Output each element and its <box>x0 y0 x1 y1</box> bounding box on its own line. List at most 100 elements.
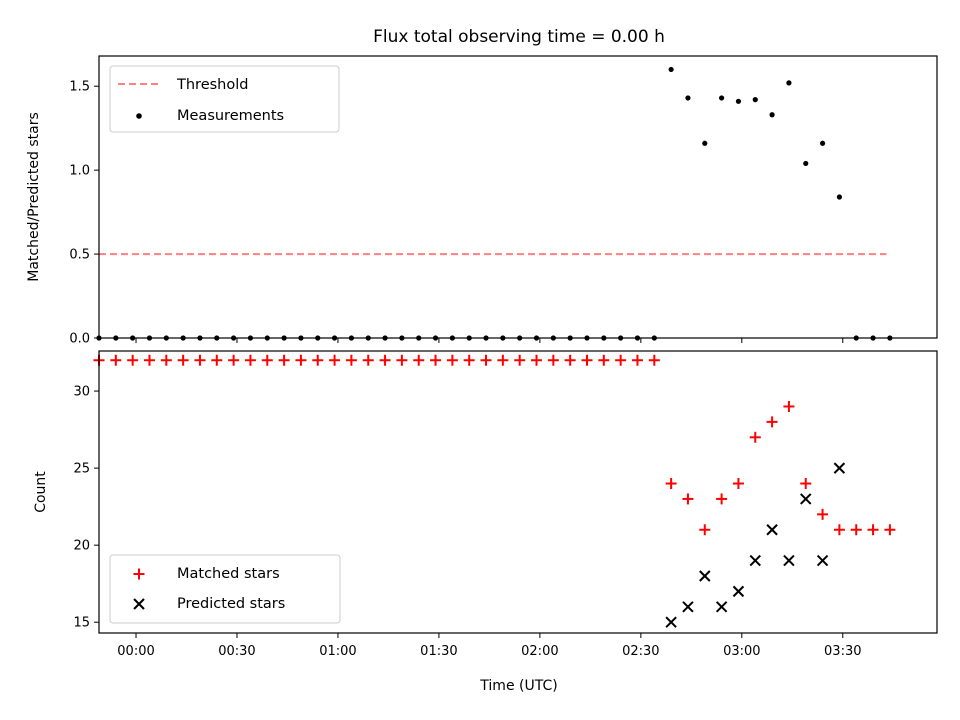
matched-star-point <box>699 524 711 536</box>
cross-b <box>665 616 677 628</box>
matched-star-point <box>430 354 442 366</box>
top-plot-marks <box>96 66 893 341</box>
top-panel: 0.0 0.5 1.0 1.5 Matched/Predicted stars Thr… <box>26 55 938 347</box>
top-x-ticks <box>135 338 844 343</box>
predicted-star-point <box>732 585 745 598</box>
cross-b <box>783 554 795 567</box>
matched-star-point <box>194 354 206 366</box>
matched-star-point <box>312 354 324 366</box>
matched-star-point <box>278 354 290 366</box>
cross-b <box>766 524 778 536</box>
matched-star-point <box>329 354 341 366</box>
cross-b <box>715 601 728 613</box>
matched-star-point <box>211 354 223 366</box>
matched-star-point <box>379 354 391 366</box>
predicted-legend-cross <box>133 598 145 610</box>
matched-star-point <box>732 478 744 490</box>
x-tick-label: 03:00 <box>723 644 760 659</box>
matched-star-point <box>884 524 896 536</box>
top-y-ticks: 0.0 0.5 1.0 1.5 <box>69 80 99 347</box>
top-legend-box <box>109 65 340 133</box>
threshold-legend-label: Threshold <box>176 77 248 93</box>
top-y-axis-label: Matched/Predicted stars <box>26 112 42 282</box>
matched-star-point <box>295 354 307 366</box>
predicted-star-point <box>715 601 728 613</box>
matched-star-point <box>716 493 728 505</box>
predicted-star-point <box>766 524 778 536</box>
predicted-stars-legend-marker <box>133 598 145 610</box>
matched-star-point <box>631 354 643 366</box>
matched-star-point <box>783 400 795 412</box>
matched-star-point <box>817 508 829 520</box>
matched-star-point <box>850 524 862 536</box>
predicted-star-point <box>682 601 694 613</box>
matched-star-point <box>463 354 475 366</box>
x-tick-label: 02:00 <box>521 644 558 659</box>
measurement-point <box>803 160 809 167</box>
matched-star-point <box>345 354 357 366</box>
measurement-point <box>668 66 674 73</box>
predicted-star-point <box>833 462 846 474</box>
cross-b <box>816 554 829 567</box>
matched-stars-legend-label: Matched stars <box>177 566 280 582</box>
measurement-point <box>685 95 691 101</box>
bottom-y-tick-label: 15 <box>73 616 90 631</box>
bottom-y-ticks: 15 20 25 30 <box>73 385 99 631</box>
matched-stars-legend-marker <box>133 568 145 580</box>
x-tick-label: 02:30 <box>622 644 659 659</box>
matched-star-point <box>800 478 812 490</box>
x-axis-label: Time (UTC) <box>479 678 557 694</box>
measurement-point <box>836 194 843 200</box>
bottom-y-tick-label: 20 <box>73 539 90 554</box>
top-y-tick-label: 1.5 <box>69 80 90 95</box>
matched-legend-plus <box>133 568 145 580</box>
bottom-y-axis-label: Count <box>33 471 49 513</box>
measurement-point <box>769 112 775 118</box>
top-y-tick-label: 1.0 <box>69 164 90 179</box>
matched-star-point <box>547 354 559 366</box>
top-y-tick-label: 0.5 <box>69 248 90 263</box>
matched-star-point <box>127 354 139 366</box>
predicted-stars-legend-label: Predicted stars <box>177 596 285 612</box>
bottom-x-ticks: 00:00 00:30 01:00 01:30 02:00 02:30 03:00 03:30 <box>117 633 862 659</box>
chart-title: Flux total observing time = 0.00 h <box>373 27 665 47</box>
matched-star-point <box>110 354 122 366</box>
bottom-panel: 00:00 00:30 01:00 01:30 02:00 02:30 03:00 03:30… <box>33 350 938 694</box>
matched-star-point <box>682 493 694 505</box>
matched-star-point <box>648 354 660 366</box>
top-legend: Threshold Measurements <box>109 65 340 133</box>
measurement-point <box>702 140 708 146</box>
matched-star-point <box>480 354 492 366</box>
bottom-plot-frame <box>98 350 938 634</box>
cross-b <box>682 601 694 613</box>
bottom-plot-marks <box>93 354 896 628</box>
matched-star-point <box>514 354 526 366</box>
x-tick-label: 03:30 <box>824 644 861 659</box>
cross-b <box>732 585 745 598</box>
matched-star-point <box>362 354 374 366</box>
cross-b <box>800 493 812 505</box>
measurement-point <box>719 95 725 101</box>
predicted-star-point <box>749 554 761 567</box>
measurements-legend-marker <box>136 113 142 119</box>
cross-b <box>699 570 711 582</box>
measurement-point <box>786 80 792 86</box>
matched-star-point <box>867 524 879 536</box>
x-tick-label: 01:00 <box>319 644 356 659</box>
measurements-legend-label: Measurements <box>177 108 284 124</box>
matched-star-point <box>497 354 509 366</box>
matched-star-point <box>396 354 408 366</box>
top-y-tick-label: 0.0 <box>69 332 90 347</box>
matched-star-point <box>598 354 610 366</box>
matched-star-point <box>228 354 240 366</box>
matched-star-point <box>446 354 458 366</box>
measurement-point <box>819 140 826 146</box>
predicted-star-point <box>816 554 829 567</box>
matched-star-point <box>143 354 155 366</box>
matched-star-point <box>581 354 593 366</box>
bottom-y-tick-label: 30 <box>73 385 90 400</box>
matched-star-point <box>160 354 172 366</box>
measurement-point <box>735 98 742 104</box>
predicted-star-point <box>665 616 677 628</box>
